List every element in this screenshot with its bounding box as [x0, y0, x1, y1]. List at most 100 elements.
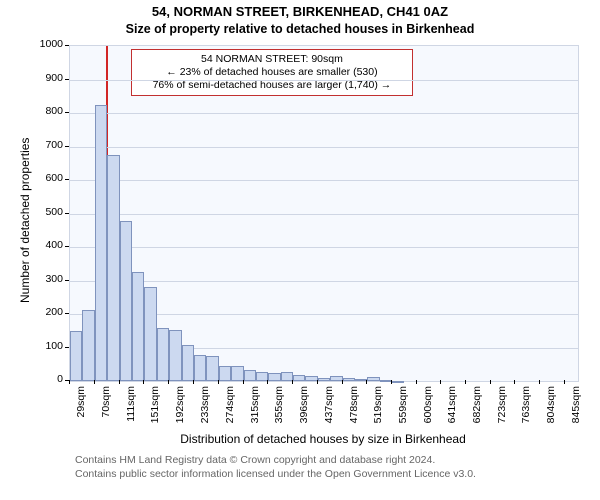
xtick-mark [267, 380, 268, 384]
histogram-bar [219, 366, 231, 381]
histogram-bar [367, 377, 379, 381]
ytick-label: 500 [35, 206, 63, 218]
histogram-bar [293, 375, 306, 381]
attribution-line2: Contains public sector information licen… [75, 468, 476, 480]
xtick-mark [317, 380, 318, 384]
xtick-mark [69, 380, 70, 384]
ytick-mark [65, 213, 69, 214]
xtick-label: 396sqm [298, 386, 310, 434]
ytick-mark [65, 112, 69, 113]
histogram-bar [169, 330, 182, 381]
gridline [70, 180, 578, 181]
xtick-mark [564, 380, 565, 384]
gridline [70, 214, 578, 215]
ytick-label: 900 [35, 72, 63, 84]
xtick-mark [193, 380, 194, 384]
xtick-label: 804sqm [545, 386, 557, 434]
xtick-mark [218, 380, 219, 384]
ytick-label: 0 [35, 373, 63, 385]
chart-subtitle: Size of property relative to detached ho… [0, 22, 600, 36]
xtick-label: 845sqm [570, 386, 582, 434]
histogram-bar [194, 355, 206, 381]
annotation-box: 54 NORMAN STREET: 90sqm ← 23% of detache… [131, 49, 413, 96]
xtick-mark [391, 380, 392, 384]
xtick-label: 111sqm [125, 386, 137, 434]
histogram-bar [318, 378, 330, 381]
ytick-mark [65, 246, 69, 247]
ytick-label: 700 [35, 139, 63, 151]
xtick-label: 723sqm [496, 386, 508, 434]
ytick-mark [65, 79, 69, 80]
annotation-line2: ← 23% of detached houses are smaller (53… [138, 66, 406, 79]
xtick-mark [143, 380, 144, 384]
ytick-label: 200 [35, 306, 63, 318]
ytick-mark [65, 146, 69, 147]
xtick-mark [440, 380, 441, 384]
xtick-label: 682sqm [471, 386, 483, 434]
xtick-mark [416, 380, 417, 384]
xtick-label: 763sqm [520, 386, 532, 434]
ytick-label: 400 [35, 239, 63, 251]
xtick-mark [243, 380, 244, 384]
xtick-mark [292, 380, 293, 384]
histogram-bar [244, 370, 256, 381]
histogram-bar [157, 328, 169, 381]
xtick-label: 600sqm [422, 386, 434, 434]
ytick-mark [65, 280, 69, 281]
histogram-bar [70, 331, 82, 381]
ytick-mark [65, 347, 69, 348]
xtick-label: 274sqm [224, 386, 236, 434]
ytick-label: 1000 [35, 38, 63, 50]
xtick-label: 70sqm [100, 386, 112, 434]
histogram-bar [268, 373, 281, 381]
xtick-mark [168, 380, 169, 384]
histogram-bar [120, 221, 132, 381]
xtick-mark [342, 380, 343, 384]
xtick-label: 559sqm [397, 386, 409, 434]
annotation-line1: 54 NORMAN STREET: 90sqm [138, 53, 406, 66]
gridline [70, 281, 578, 282]
xtick-label: 151sqm [149, 386, 161, 434]
xtick-label: 519sqm [372, 386, 384, 434]
histogram-bar [107, 155, 120, 381]
histogram-bar [182, 345, 194, 381]
xtick-label: 478sqm [348, 386, 360, 434]
xtick-mark [119, 380, 120, 384]
ytick-label: 600 [35, 172, 63, 184]
xtick-label: 29sqm [75, 386, 87, 434]
histogram-bar [231, 366, 244, 381]
xtick-label: 437sqm [323, 386, 335, 434]
xtick-label: 641sqm [446, 386, 458, 434]
xtick-mark [465, 380, 466, 384]
xtick-mark [366, 380, 367, 384]
attribution-line1: Contains HM Land Registry data © Crown c… [75, 454, 435, 466]
gridline [70, 247, 578, 248]
histogram-bar [206, 356, 219, 381]
gridline [70, 113, 578, 114]
xtick-label: 192sqm [174, 386, 186, 434]
gridline [70, 147, 578, 148]
chart-page: 54, NORMAN STREET, BIRKENHEAD, CH41 0AZ … [0, 0, 600, 500]
plot-area: 54 NORMAN STREET: 90sqm ← 23% of detache… [69, 45, 579, 382]
chart-address-title: 54, NORMAN STREET, BIRKENHEAD, CH41 0AZ [0, 4, 600, 19]
gridline [70, 80, 578, 81]
xtick-mark [514, 380, 515, 384]
y-axis-label: Number of detached properties [18, 137, 32, 302]
histogram-bar [144, 287, 157, 381]
x-axis-label: Distribution of detached houses by size … [69, 432, 577, 446]
histogram-bar [132, 272, 144, 381]
histogram-bar [343, 378, 355, 381]
ytick-label: 300 [35, 273, 63, 285]
ytick-mark [65, 179, 69, 180]
xtick-label: 355sqm [273, 386, 285, 434]
annotation-line3: 76% of semi-detached houses are larger (… [138, 79, 406, 92]
ytick-label: 800 [35, 105, 63, 117]
histogram-bar [82, 310, 95, 381]
histogram-bar [392, 381, 405, 383]
histogram-bar [95, 105, 107, 381]
xtick-mark [490, 380, 491, 384]
xtick-label: 233sqm [199, 386, 211, 434]
xtick-label: 315sqm [249, 386, 261, 434]
ytick-mark [65, 313, 69, 314]
ytick-mark [65, 45, 69, 46]
